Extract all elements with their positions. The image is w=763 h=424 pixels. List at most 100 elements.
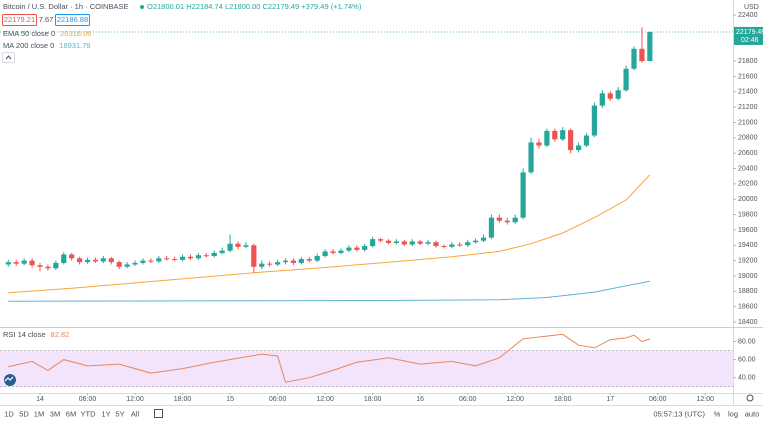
range-button[interactable]: All [131, 409, 140, 418]
candle-body [599, 93, 605, 106]
y-tick-label: 80.00 [738, 338, 756, 345]
x-tick-label: 18:00 [174, 396, 192, 403]
candle-body [354, 247, 360, 250]
y-tick-label: 18400 [738, 319, 758, 326]
candle-body [164, 258, 170, 260]
status-dot [140, 5, 144, 9]
candle-body [401, 241, 407, 245]
candle-body [132, 262, 138, 265]
y-tick-label: 21600 [738, 73, 758, 80]
candle-body [282, 260, 289, 263]
candle-body [219, 250, 225, 253]
candle-body [322, 251, 328, 257]
y-tick-label: 18600 [738, 304, 758, 311]
legend-value: 18931.79 [59, 41, 90, 50]
candle-body [179, 256, 186, 260]
rsi-title: RSI 14 close [3, 330, 46, 339]
candle-body [536, 142, 542, 146]
candle-body [76, 258, 83, 263]
candle-body [5, 262, 11, 265]
candle-body [631, 48, 637, 69]
scale-option[interactable]: % [714, 409, 721, 418]
collapse-icon [5, 55, 12, 60]
range-button[interactable]: 3M [50, 409, 60, 418]
range-button[interactable]: 5Y [115, 409, 124, 418]
legend-value: 20318.06 [60, 29, 91, 38]
candle-body [480, 237, 487, 241]
candle-body [591, 105, 597, 136]
candle-body [314, 256, 320, 261]
candle-body [504, 220, 510, 223]
x-tick-label: 06:00 [79, 396, 97, 403]
candle-body [211, 252, 217, 257]
x-tick-label: 17 [606, 396, 614, 403]
candle-body [441, 246, 447, 248]
candle-body [21, 260, 27, 264]
range-button[interactable]: YTD [81, 409, 97, 418]
candle-body [346, 247, 352, 251]
x-tick-label: 15 [226, 396, 234, 403]
date-range-icon[interactable] [154, 409, 163, 418]
sell-box[interactable] [2, 14, 37, 26]
range-button[interactable]: 1D [4, 409, 14, 418]
candle-body [512, 217, 518, 223]
candle-body [409, 241, 415, 245]
range-button[interactable]: 5D [19, 409, 29, 418]
last-price: 22179.49 [736, 29, 763, 36]
candle-body [13, 262, 19, 264]
y-tick-label: 19200 [738, 257, 758, 264]
candle-body [433, 242, 439, 247]
range-button[interactable]: 1Y [101, 409, 110, 418]
range-button[interactable]: 1M [34, 409, 44, 418]
buy-box[interactable] [55, 14, 90, 26]
clock: 05:57:13 (UTC) [653, 409, 705, 418]
candle-body [290, 260, 297, 263]
candle-body [457, 244, 463, 246]
y-tick-label: 20600 [738, 150, 758, 157]
candle-body [148, 260, 154, 262]
buy-price[interactable]: 22186.88 [57, 15, 88, 24]
candle-body [568, 130, 574, 151]
y-tick-label: 20200 [738, 181, 758, 188]
candle-body [100, 258, 106, 262]
candle-body [140, 260, 146, 263]
scale-option[interactable]: auto [745, 409, 760, 418]
candle-body [251, 245, 257, 267]
ohlc-readout: O21800.01 H22184.74 L21800.00 C22179.49 … [147, 2, 362, 11]
candle-body [298, 259, 304, 263]
plot-area [0, 27, 733, 387]
candle-body [172, 259, 178, 261]
candle-body [259, 263, 265, 267]
rsi-band [0, 350, 733, 387]
legend-name: EMA 50 close 0 [3, 29, 55, 38]
y-tick-label: 20000 [738, 196, 758, 203]
candle-body [124, 264, 130, 267]
candle-body [108, 258, 114, 263]
x-tick-label: 12:00 [126, 396, 144, 403]
y-tick-label: 21800 [738, 58, 758, 65]
candle-body [92, 259, 99, 262]
candle-body [544, 130, 550, 146]
candle-body [583, 135, 590, 146]
settings-icon[interactable] [746, 394, 754, 402]
candle-body [377, 239, 384, 241]
sell-price[interactable]: 22179.21 [4, 15, 35, 24]
candle-body [449, 244, 455, 247]
candle-body [465, 242, 471, 246]
candle-body [330, 251, 336, 253]
candle-body [552, 130, 558, 140]
collapse-button[interactable] [2, 52, 15, 63]
x-tick-label: 06:00 [459, 396, 477, 403]
y-tick-label: 19800 [738, 211, 758, 218]
candle-body [623, 68, 629, 91]
y-tick-label: 20400 [738, 165, 758, 172]
scale-option[interactable]: log [728, 409, 738, 418]
candle-body [195, 255, 201, 259]
candle-body [560, 130, 566, 140]
y-tick-label: 22400 [738, 12, 758, 19]
x-tick-label: 18:00 [364, 396, 382, 403]
x-tick-label: 12:00 [506, 396, 524, 403]
range-button[interactable]: 6M [66, 409, 76, 418]
candle-body [417, 241, 423, 244]
candle-body [29, 260, 35, 266]
